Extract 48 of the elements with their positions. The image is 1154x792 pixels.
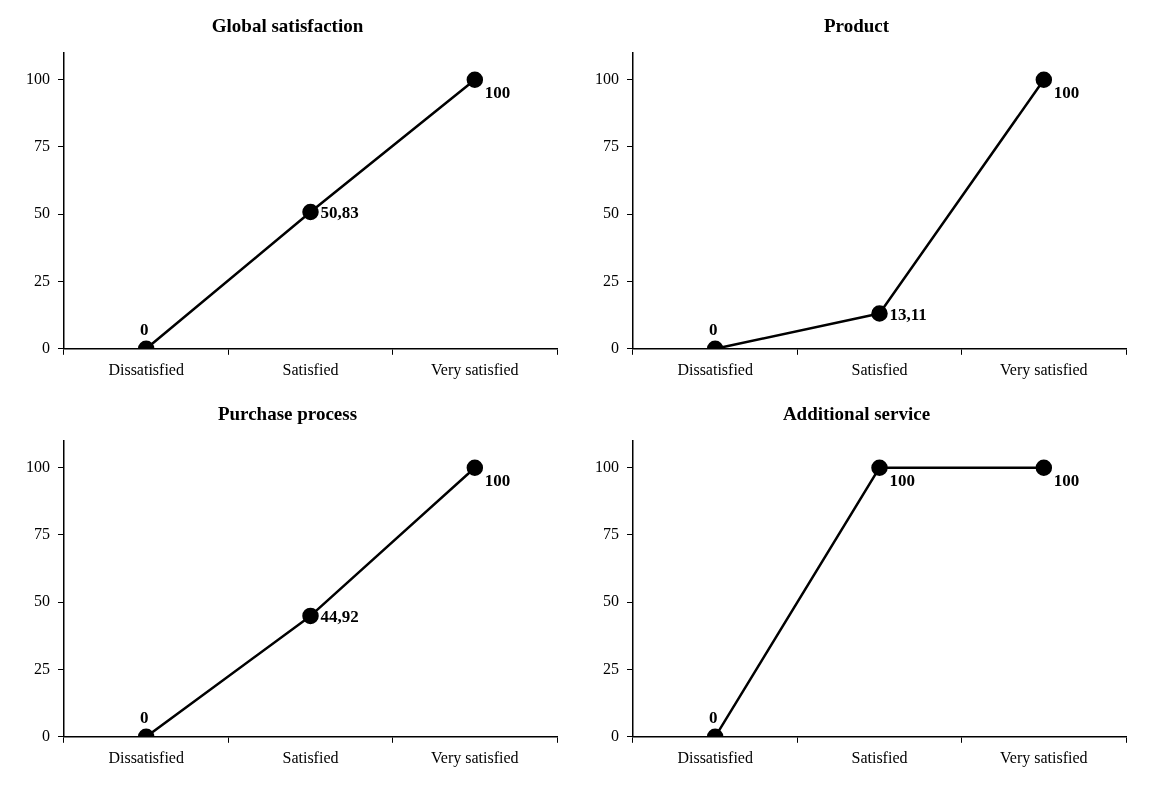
x-tick-label: Very satisfied	[431, 360, 519, 379]
y-tick-label: 75	[34, 525, 50, 543]
x-tick-label: Very satisfied	[1000, 748, 1088, 767]
x-tick-label: Dissatisfied	[677, 360, 753, 378]
data-label: 100	[484, 83, 511, 103]
y-tick-label: 100	[595, 69, 619, 87]
y-tick-label: 25	[603, 659, 619, 677]
data-label: 0	[139, 707, 149, 727]
chart-title: Purchase process	[217, 403, 358, 425]
data-label: 100	[889, 471, 915, 491]
y-tick-label: 75	[603, 137, 619, 155]
data-label: 100	[1053, 83, 1080, 103]
x-tick-label: Very satisfied	[431, 748, 519, 767]
chart-title: Global satisfaction	[211, 15, 364, 37]
y-tick-label: 100	[26, 69, 50, 87]
y-tick-label: 25	[34, 271, 50, 289]
y-tick-label: 50	[603, 204, 619, 222]
chart-title: Additional service	[782, 403, 931, 425]
y-tick-label: 75	[603, 525, 619, 543]
y-tick-label: 50	[34, 204, 50, 222]
data-label: 100	[484, 471, 511, 491]
data-label: 0	[708, 319, 718, 339]
x-tick-label: Satisfied	[282, 748, 339, 766]
y-tick-label: 100	[595, 457, 619, 475]
x-tick-label: Satisfied	[282, 360, 339, 378]
data-label: 13,11	[889, 304, 927, 324]
x-tick-label: Satisfied	[851, 748, 908, 766]
data-label: 50,83	[320, 203, 359, 223]
y-tick-label: 0	[611, 339, 619, 356]
data-label: 100	[1053, 471, 1080, 491]
y-tick-label: 50	[603, 592, 619, 610]
y-tick-label: 25	[603, 271, 619, 289]
y-tick-label: 0	[42, 727, 50, 744]
data-label: 0	[139, 319, 149, 339]
x-tick-label: Dissatisfied	[108, 748, 184, 766]
x-tick-label: Very satisfied	[1000, 360, 1088, 379]
y-tick-label: 25	[34, 659, 50, 677]
x-tick-label: Dissatisfied	[677, 748, 753, 766]
y-tick-label: 0	[611, 727, 619, 744]
y-tick-label: 100	[26, 457, 50, 475]
x-tick-label: Satisfied	[851, 360, 908, 378]
chart-title: Product	[823, 15, 890, 37]
data-label: 0	[708, 707, 718, 727]
y-tick-label: 0	[42, 339, 50, 356]
y-tick-label: 50	[34, 592, 50, 610]
data-label: 44,92	[320, 607, 359, 627]
y-tick-label: 75	[34, 137, 50, 155]
x-tick-label: Dissatisfied	[108, 360, 184, 378]
